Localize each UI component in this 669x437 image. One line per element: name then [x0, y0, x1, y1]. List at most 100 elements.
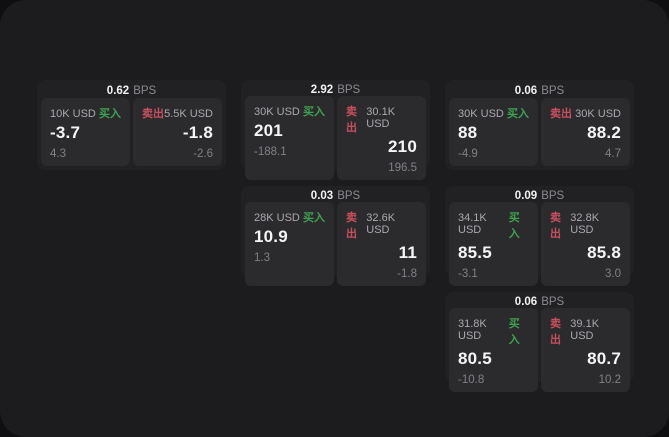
bps-unit-label: BPS — [541, 85, 565, 98]
sell-quote-cell[interactable]: 卖出 30.1K USD 210 196.5 — [337, 96, 426, 180]
sell-sub-value: 3.0 — [605, 267, 621, 280]
sell-sub-value: 4.7 — [605, 148, 621, 160]
quote-card: 2.92 BPS 30K USD 买入 201 -188.1 卖出 30.1K … — [241, 80, 430, 180]
bps-value: 0.06 — [514, 85, 538, 98]
bps-header: 0.09 BPS — [449, 190, 630, 202]
sell-price-value: 210 — [388, 137, 417, 156]
bps-header: 0.03 BPS — [245, 190, 426, 202]
buy-side-label: 买入 — [303, 106, 325, 118]
sell-side-label: 卖出 — [550, 318, 561, 346]
bps-value: 0.06 — [514, 296, 538, 308]
sell-quote-cell[interactable]: 卖出 39.1K USD 80.7 10.2 — [541, 308, 630, 392]
buy-notional-amount: 31.8K USD — [458, 318, 487, 342]
bps-value: 0.62 — [106, 85, 130, 98]
sell-cell-header: 卖出 30.1K USD — [346, 103, 417, 135]
sell-cell-header: 卖出 39.1K USD — [550, 315, 621, 347]
buy-price-value: 80.5 — [458, 349, 492, 368]
buy-price-value: 85.5 — [458, 243, 492, 262]
buy-side-label: 买入 — [508, 318, 520, 346]
buy-cell-header: 31.8K USD 买入 — [458, 315, 529, 347]
bps-header: 0.06 BPS — [449, 84, 630, 98]
bps-value: 0.03 — [310, 190, 334, 202]
sell-quote-cell[interactable]: 卖出 32.6K USD 11 -1.8 — [337, 202, 426, 286]
buy-notional-amount: 30K USD — [458, 108, 504, 121]
buy-quote-cell[interactable]: 31.8K USD 买入 80.5 -10.8 — [449, 308, 538, 392]
buy-sub-value: 4.3 — [50, 148, 66, 160]
sell-side-label: 卖出 — [346, 212, 357, 240]
sell-cell-header: 卖出 32.8K USD — [550, 209, 621, 241]
sell-side-label: 卖出 — [550, 108, 572, 121]
bps-header: 2.92 BPS — [245, 84, 426, 96]
sell-quote-cell[interactable]: 卖出 32.8K USD 85.8 3.0 — [541, 202, 630, 286]
bps-value: 2.92 — [310, 84, 334, 96]
sell-price-value: 80.7 — [587, 349, 621, 368]
quote-card: 0.06 BPS 30K USD 买入 88 -4.9 卖出 30K USD 8… — [445, 80, 634, 170]
sell-cell-header: 卖出 5.5K USD — [142, 105, 213, 121]
sell-notional-amount: 30.1K USD — [366, 106, 396, 130]
buy-side-label: 买入 — [99, 108, 121, 121]
sell-quote-cell[interactable]: 卖出 30K USD 88.2 4.7 — [541, 98, 630, 166]
bps-unit-label: BPS — [133, 85, 157, 98]
buy-quote-cell[interactable]: 30K USD 买入 201 -188.1 — [245, 96, 334, 180]
buy-cell-header: 28K USD 买入 — [254, 209, 325, 225]
quote-cells: 30K USD 买入 201 -188.1 卖出 30.1K USD 210 1… — [245, 96, 426, 180]
buy-side-label: 买入 — [303, 212, 325, 224]
quote-cards-grid: 0.62 BPS 10K USD 买入 -3.7 4.3 卖出 5.5K USD… — [37, 80, 634, 392]
bps-unit-label: BPS — [541, 296, 565, 308]
quote-card: 0.06 BPS 31.8K USD 买入 80.5 -10.8 卖出 39.1… — [445, 292, 634, 392]
sell-price-value: 85.8 — [587, 243, 621, 262]
buy-cell-header: 30K USD 买入 — [254, 103, 325, 119]
buy-side-label: 买入 — [508, 212, 520, 240]
buy-cell-header: 30K USD 买入 — [458, 105, 529, 121]
buy-sub-value: 1.3 — [254, 251, 270, 264]
buy-side-label: 买入 — [507, 108, 529, 121]
buy-notional-amount: 34.1K USD — [458, 212, 487, 236]
quote-card: 0.03 BPS 28K USD 买入 10.9 1.3 卖出 32.6K US… — [241, 186, 430, 286]
buy-notional-amount: 30K USD — [254, 106, 300, 118]
sell-sub-value: -2.6 — [193, 148, 213, 160]
sell-side-label: 卖出 — [346, 106, 357, 134]
sell-notional-amount: 5.5K USD — [164, 108, 213, 121]
bps-unit-label: BPS — [541, 190, 565, 202]
sell-notional-amount: 32.6K USD — [366, 212, 396, 236]
quote-cells: 30K USD 买入 88 -4.9 卖出 30K USD 88.2 4.7 — [449, 98, 630, 166]
quote-card: 0.09 BPS 34.1K USD 买入 85.5 -3.1 卖出 32.8K… — [445, 186, 634, 286]
sell-cell-header: 卖出 30K USD — [550, 105, 621, 121]
bps-unit-label: BPS — [337, 84, 361, 96]
buy-sub-value: -188.1 — [254, 145, 287, 158]
buy-quote-cell[interactable]: 10K USD 买入 -3.7 4.3 — [41, 98, 130, 166]
sell-quote-cell[interactable]: 卖出 5.5K USD -1.8 -2.6 — [133, 98, 222, 166]
buy-quote-cell[interactable]: 34.1K USD 买入 85.5 -3.1 — [449, 202, 538, 286]
buy-price-value: 88 — [458, 123, 478, 143]
sell-price-value: 11 — [398, 243, 417, 262]
quote-cells: 28K USD 买入 10.9 1.3 卖出 32.6K USD 11 -1.8 — [245, 202, 426, 286]
sell-cell-header: 卖出 32.6K USD — [346, 209, 417, 241]
bps-header: 0.62 BPS — [41, 84, 222, 98]
sell-sub-value: -1.8 — [397, 267, 417, 280]
buy-cell-header: 10K USD 买入 — [50, 105, 121, 121]
sell-sub-value: 10.2 — [598, 373, 621, 386]
buy-cell-header: 34.1K USD 买入 — [458, 209, 529, 241]
sell-side-label: 卖出 — [550, 212, 561, 240]
bps-unit-label: BPS — [337, 190, 361, 202]
buy-sub-value: -4.9 — [458, 148, 478, 160]
buy-sub-value: -3.1 — [458, 267, 478, 280]
quote-cells: 31.8K USD 买入 80.5 -10.8 卖出 39.1K USD 80.… — [449, 308, 630, 392]
sell-sub-value: 196.5 — [388, 161, 417, 174]
buy-quote-cell[interactable]: 30K USD 买入 88 -4.9 — [449, 98, 538, 166]
bps-header: 0.06 BPS — [449, 296, 630, 308]
sell-price-value: -1.8 — [182, 123, 213, 143]
quote-card: 0.62 BPS 10K USD 买入 -3.7 4.3 卖出 5.5K USD… — [37, 80, 226, 170]
buy-notional-amount: 10K USD — [50, 108, 96, 121]
quote-cells: 10K USD 买入 -3.7 4.3 卖出 5.5K USD -1.8 -2.… — [41, 98, 222, 166]
buy-price-value: 201 — [254, 121, 283, 140]
bps-value: 0.09 — [514, 190, 538, 202]
sell-price-value: 88.2 — [587, 123, 621, 143]
buy-quote-cell[interactable]: 28K USD 买入 10.9 1.3 — [245, 202, 334, 286]
sell-notional-amount: 32.8K USD — [570, 212, 600, 236]
buy-notional-amount: 28K USD — [254, 212, 300, 224]
quote-cells: 34.1K USD 买入 85.5 -3.1 卖出 32.8K USD 85.8… — [449, 202, 630, 286]
sell-notional-amount: 30K USD — [575, 108, 621, 121]
sell-side-label: 卖出 — [142, 108, 164, 121]
